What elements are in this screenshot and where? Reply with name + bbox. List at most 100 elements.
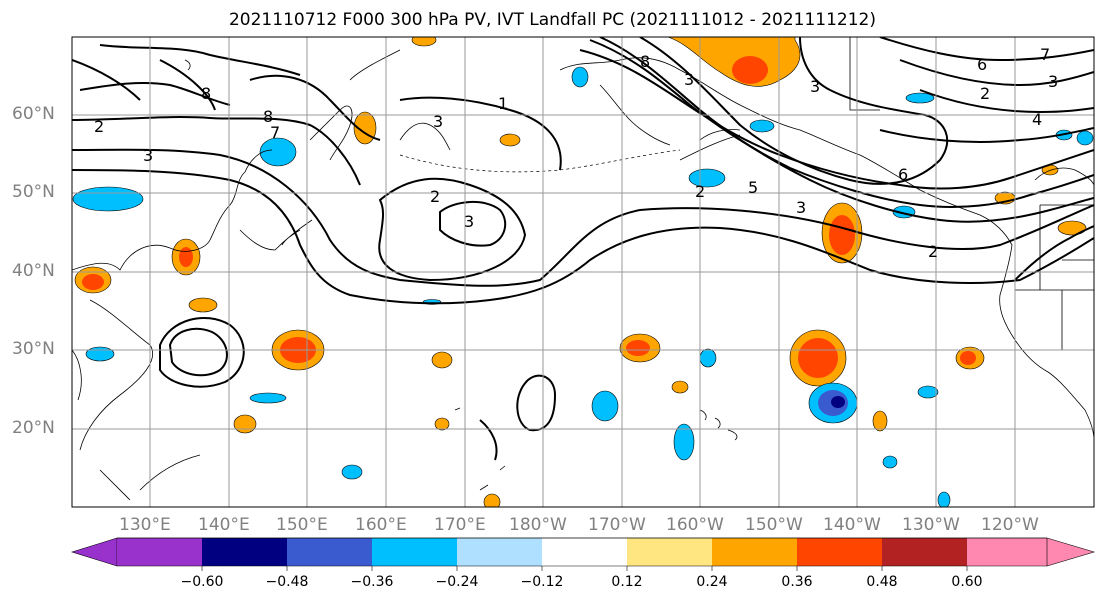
anomaly-negative bbox=[72, 186, 144, 212]
colorbar-tick-label: 0.12 bbox=[611, 574, 643, 590]
contour-label: 4 bbox=[1032, 110, 1042, 129]
anomaly-positive bbox=[872, 410, 888, 432]
anomaly-negative bbox=[571, 66, 589, 88]
colorbar-tick-label: 0.24 bbox=[696, 574, 728, 590]
anomaly-negative bbox=[249, 392, 287, 404]
plot-border bbox=[71, 36, 1095, 508]
anomaly-negative bbox=[882, 455, 898, 469]
anomaly-negative bbox=[937, 491, 951, 507]
anomaly-strong-positive bbox=[829, 215, 855, 255]
lon-label-130e: 130°E bbox=[119, 515, 171, 535]
contour-label: 8 bbox=[640, 52, 650, 71]
colorbar-tick-label: 0.48 bbox=[866, 574, 898, 590]
lon-label-160e: 160°E bbox=[355, 515, 407, 535]
contour-label: 2 bbox=[980, 84, 990, 103]
colorbar-bin bbox=[372, 538, 457, 566]
anomaly-positive bbox=[188, 297, 218, 313]
anomaly-negative bbox=[688, 168, 726, 188]
colorbar-bin bbox=[797, 538, 882, 566]
colorbar-tick-label: 0.36 bbox=[781, 574, 813, 590]
anomaly-positive bbox=[499, 133, 521, 147]
lat-label-50n: 50°N bbox=[12, 182, 55, 202]
colorbar-extend-high bbox=[1046, 537, 1096, 567]
anomaly-positive bbox=[434, 417, 450, 431]
contour-label: 3 bbox=[684, 70, 694, 89]
anomaly-positive bbox=[411, 37, 437, 47]
lon-label-130w: 130°W bbox=[902, 515, 960, 535]
contour-label: 5 bbox=[748, 178, 758, 197]
contour-label: 8 bbox=[263, 107, 273, 126]
contour-label: 8 bbox=[201, 84, 211, 103]
coastlines bbox=[72, 37, 1094, 501]
colorbar-bin bbox=[882, 538, 967, 566]
colorbar-tick-label: 0.60 bbox=[951, 574, 983, 590]
anomaly-strong-positive bbox=[626, 340, 650, 356]
colorbar-tick-label: −0.12 bbox=[520, 574, 564, 590]
colorbar-tick-label: −0.36 bbox=[350, 574, 394, 590]
colorbar-bin bbox=[542, 538, 627, 566]
anomaly-negative bbox=[749, 119, 775, 133]
colorbar-bin bbox=[627, 538, 712, 566]
colorbar-bin bbox=[117, 538, 202, 566]
lon-label-140e: 140°E bbox=[198, 515, 250, 535]
contour-label: 2 bbox=[430, 187, 440, 206]
anomaly-shading bbox=[72, 37, 1094, 507]
anomaly-positive bbox=[1057, 220, 1087, 236]
contour-label: 7 bbox=[270, 123, 280, 142]
colorbar-bin bbox=[712, 538, 797, 566]
lon-label-150e: 150°E bbox=[276, 515, 328, 535]
contour-label: 3 bbox=[143, 146, 153, 165]
lon-label-180w: 180°W bbox=[509, 515, 567, 535]
anomaly-negative bbox=[905, 92, 935, 104]
contour-label: 3 bbox=[464, 212, 474, 231]
contour-label: 6 bbox=[898, 165, 908, 184]
lon-label-170w: 170°W bbox=[588, 515, 646, 535]
gridlines bbox=[72, 37, 1094, 507]
colorbar-bin bbox=[967, 538, 1047, 566]
colorbar-bin bbox=[457, 538, 542, 566]
map-title: 2021110712 F000 300 hPa PV, IVT Landfall… bbox=[228, 10, 876, 30]
lon-label-150w: 150°W bbox=[745, 515, 803, 535]
anomaly-strong-positive bbox=[798, 338, 838, 378]
anomaly-positive bbox=[483, 493, 501, 507]
anomaly-negative bbox=[591, 390, 619, 422]
anomaly-positive bbox=[431, 351, 453, 369]
lat-label-30n: 30°N bbox=[12, 339, 55, 359]
contour-label: 2 bbox=[94, 117, 104, 136]
colorbar-tick-label: −0.48 bbox=[265, 574, 309, 590]
anomaly-strong-positive bbox=[179, 247, 193, 267]
colorbar-extend-low bbox=[70, 537, 118, 567]
contour-label: 1 bbox=[498, 94, 508, 113]
colorbar-tick-label: −0.24 bbox=[435, 574, 479, 590]
lon-label-140w: 140°W bbox=[823, 515, 881, 535]
anomaly-negative-strongest bbox=[831, 396, 845, 408]
anomaly-positive bbox=[671, 380, 689, 394]
colorbar bbox=[70, 537, 1096, 571]
anomaly-positive bbox=[233, 414, 257, 434]
anomaly-strong-positive bbox=[82, 274, 104, 290]
anomaly-negative bbox=[1076, 130, 1094, 146]
anomaly-negative bbox=[917, 385, 939, 399]
contour-label: 3 bbox=[796, 198, 806, 217]
contour-labels: 2 3 1 3 3 2 2 5 3 2 6 4 3 6 8 8 8 3 3 2 … bbox=[94, 45, 1058, 261]
anomaly-negative bbox=[673, 423, 695, 461]
anomaly-negative bbox=[699, 348, 717, 368]
lat-label-60n: 60°N bbox=[12, 104, 55, 124]
lat-label-40n: 40°N bbox=[12, 261, 55, 281]
contour-label: 2 bbox=[695, 182, 705, 201]
anomaly-negative bbox=[259, 137, 297, 167]
contour-label: 7 bbox=[1040, 45, 1050, 64]
anomaly-strong-positive bbox=[732, 56, 768, 84]
anomaly-negative bbox=[85, 346, 115, 362]
lon-label-120w: 120°W bbox=[981, 515, 1039, 535]
contour-label: 3 bbox=[810, 77, 820, 96]
lon-label-170e: 170°E bbox=[434, 515, 486, 535]
colorbar-tick-label: −0.60 bbox=[180, 574, 224, 590]
anomaly-negative bbox=[341, 464, 363, 480]
lat-label-20n: 20°N bbox=[12, 418, 55, 438]
contour-label: 3 bbox=[1048, 72, 1058, 91]
anomaly-strong-positive bbox=[960, 351, 976, 365]
contour-label: 2 bbox=[928, 242, 938, 261]
colorbar-bin bbox=[287, 538, 372, 566]
